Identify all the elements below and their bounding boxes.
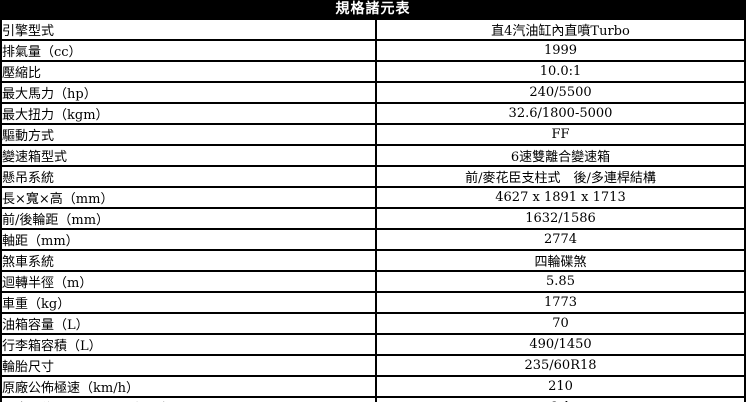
spec-label: 引擎型式	[0, 18, 377, 41]
table-row: 最大馬力（hp） 240/5500	[0, 81, 746, 104]
spec-label: 最大扭力（kgm）	[0, 102, 377, 125]
spec-label: 長×寬×高（mm）	[0, 186, 377, 209]
table-row: 迴轉半徑（m） 5.85	[0, 270, 746, 293]
table-row: 原廠公佈極速（km/h） 210	[0, 375, 746, 398]
spec-value: 32.6/1800-5000	[375, 102, 746, 125]
table-row: 輪胎尺寸 235/60R18	[0, 354, 746, 377]
table-row: 變速箱型式 6速雙離合變速箱	[0, 144, 746, 167]
spec-label: 行李箱容積（L）	[0, 333, 377, 356]
spec-value: 直4汽油缸內直噴Turbo	[375, 18, 746, 41]
spec-value: 6速雙離合變速箱	[375, 144, 746, 167]
spec-label: 最大馬力（hp）	[0, 81, 377, 104]
spec-value: 210	[375, 375, 746, 398]
spec-value: 70	[375, 312, 746, 335]
spec-value: 1999	[375, 39, 746, 62]
table-row: 軸距（mm） 2774	[0, 228, 746, 251]
spec-label: 排氣量（cc）	[0, 39, 377, 62]
spec-value: 490/1450	[375, 333, 746, 356]
spec-label: 軸距（mm）	[0, 228, 377, 251]
table-title: 規格諸元表	[0, 0, 746, 18]
table-row: 原廠公佈0-100kph加速（秒）8.1	[0, 396, 746, 402]
spec-value: 10.0:1	[375, 60, 746, 83]
table-row: 排氣量（cc） 1999	[0, 39, 746, 62]
spec-value: 1632/1586	[375, 207, 746, 230]
table-row: 引擎型式 直4汽油缸內直噴Turbo	[0, 18, 746, 41]
spec-label: 輪胎尺寸	[0, 354, 377, 377]
spec-label: 驅動方式	[0, 123, 377, 146]
table-row: 油箱容量（L） 70	[0, 312, 746, 335]
spec-table: 引擎型式 直4汽油缸內直噴Turbo 排氣量（cc） 1999 壓縮比 10.0:1 最大馬…	[0, 18, 746, 402]
spec-value: 四輪碟煞	[375, 249, 746, 272]
spec-table-body: 引擎型式 直4汽油缸內直噴Turbo 排氣量（cc） 1999 壓縮比 10.0:1 最大馬…	[0, 18, 746, 402]
table-row: 車重（kg） 1773	[0, 291, 746, 314]
spec-value: 240/5500	[375, 81, 746, 104]
table-row: 前/後輪距（mm） 1632/1586	[0, 207, 746, 230]
spec-label: 油箱容量（L）	[0, 312, 377, 335]
spec-label: 車重（kg）	[0, 291, 377, 314]
spec-label: 迴轉半徑（m）	[0, 270, 377, 293]
spec-value: 5.85	[375, 270, 746, 293]
spec-value: 前/麥花臣支柱式 後/多連桿結構	[375, 165, 746, 188]
spec-value: FF	[375, 123, 746, 146]
spec-label: 懸吊系統	[0, 165, 377, 188]
table-row: 行李箱容積（L） 490/1450	[0, 333, 746, 356]
table-row: 懸吊系統 前/麥花臣支柱式 後/多連桿結構	[0, 165, 746, 188]
spec-label: 前/後輪距（mm）	[0, 207, 377, 230]
spec-label: 原廠公佈極速（km/h）	[0, 375, 377, 398]
table-row: 長×寬×高（mm） 4627 x 1891 x 1713	[0, 186, 746, 209]
spec-label: 變速箱型式	[0, 144, 377, 167]
spec-label: 壓縮比	[0, 60, 377, 83]
table-row: 驅動方式 FF	[0, 123, 746, 146]
spec-label: 原廠公佈0-100kph加速（秒）	[0, 396, 377, 402]
spec-value: 1773	[375, 291, 746, 314]
spec-label: 煞車系統	[0, 249, 377, 272]
table-row: 壓縮比 10.0:1	[0, 60, 746, 83]
table-row: 煞車系統 四輪碟煞	[0, 249, 746, 272]
table-row: 最大扭力（kgm） 32.6/1800-5000	[0, 102, 746, 125]
spec-value: 2774	[375, 228, 746, 251]
spec-value: 235/60R18	[375, 354, 746, 377]
spec-value: 8.1	[375, 396, 746, 402]
spec-value: 4627 x 1891 x 1713	[375, 186, 746, 209]
